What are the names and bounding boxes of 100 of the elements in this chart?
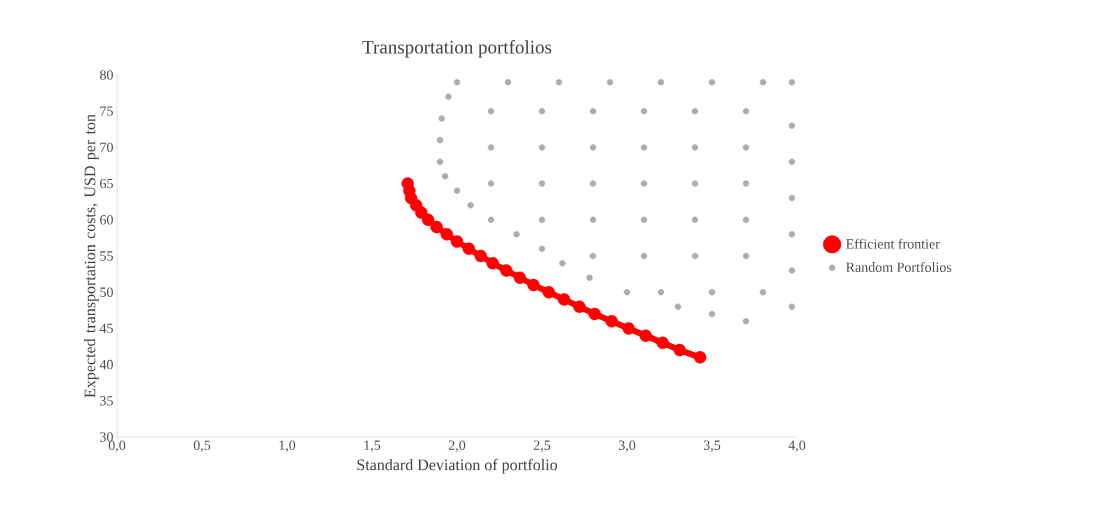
point — [438, 115, 445, 122]
point — [486, 257, 499, 270]
point — [527, 278, 540, 292]
point — [589, 144, 597, 151]
point — [462, 242, 476, 255]
point — [640, 180, 648, 187]
point — [538, 144, 546, 151]
point — [759, 79, 767, 86]
point — [586, 274, 593, 281]
x-tick-label: 2,0 — [448, 440, 466, 452]
point — [788, 231, 796, 238]
point — [555, 79, 563, 86]
point — [573, 300, 586, 313]
point — [538, 180, 546, 187]
point — [788, 267, 796, 274]
point — [445, 93, 452, 100]
point — [657, 288, 665, 296]
point — [487, 180, 495, 187]
point — [742, 216, 750, 223]
point — [788, 122, 796, 129]
point — [559, 260, 566, 267]
point — [742, 317, 750, 325]
point — [513, 231, 520, 238]
point — [440, 228, 453, 241]
point — [656, 336, 669, 350]
point — [589, 180, 597, 187]
point — [640, 144, 648, 151]
point — [657, 79, 665, 86]
point — [788, 303, 796, 310]
point — [436, 136, 444, 144]
point — [691, 180, 699, 187]
x-tick-label: 0,5 — [193, 440, 211, 452]
point — [487, 144, 495, 151]
point — [691, 252, 699, 260]
x-tick-label: 1,0 — [279, 440, 296, 452]
legend-label: Efficient frontier — [846, 238, 940, 249]
point — [589, 216, 597, 223]
x-tick-label: 3,5 — [703, 440, 721, 452]
point — [605, 314, 618, 328]
x-axis-title: Standard Deviation of portfolio — [357, 458, 558, 474]
y-tick-label: 50 — [100, 287, 113, 297]
y-tick-label: 75 — [100, 106, 113, 116]
y-tick-label: 40 — [99, 359, 113, 370]
point — [640, 252, 648, 260]
point — [474, 249, 487, 263]
chart-title: Transportation portfolios — [362, 40, 552, 58]
point — [708, 288, 716, 296]
point — [742, 144, 750, 151]
point — [487, 107, 495, 115]
point — [759, 288, 767, 296]
point — [640, 216, 648, 223]
point — [441, 173, 449, 180]
point — [430, 220, 443, 234]
point — [538, 216, 546, 223]
point — [742, 180, 750, 187]
point — [588, 307, 601, 321]
y-tick-label: 70 — [100, 142, 113, 153]
point — [589, 107, 597, 115]
point — [742, 107, 750, 115]
point — [538, 107, 546, 115]
x-tick-label: 1,5 — [364, 440, 381, 452]
point — [500, 264, 513, 277]
point — [589, 252, 597, 260]
point — [640, 107, 648, 115]
point — [691, 107, 699, 115]
y-tick-label: 65 — [100, 178, 113, 189]
point — [467, 202, 474, 209]
point — [691, 216, 699, 223]
point — [606, 79, 614, 86]
point — [708, 79, 716, 86]
point — [742, 252, 750, 260]
point — [538, 245, 546, 252]
y-tick-label: 80 — [100, 70, 113, 80]
y-tick-label: 35 — [100, 396, 113, 406]
point — [453, 79, 461, 86]
point — [673, 343, 686, 357]
point — [693, 351, 707, 364]
y-axis-title: Expected transportation costs, USD per ton — [84, 114, 99, 398]
point — [450, 235, 464, 248]
point — [487, 216, 495, 223]
x-tick-label: 3,0 — [618, 440, 636, 452]
x-tick-label: 4,0 — [788, 440, 806, 452]
point — [436, 158, 444, 166]
y-tick-label: 55 — [100, 251, 113, 261]
y-tick-label: 60 — [100, 215, 113, 225]
point — [788, 158, 796, 166]
x-tick-label: 0,0 — [108, 440, 126, 452]
point — [557, 293, 571, 306]
y-tick-label: 30 — [100, 432, 113, 442]
point — [639, 329, 652, 342]
point — [788, 194, 796, 202]
point — [622, 322, 635, 335]
point — [504, 79, 512, 86]
point — [542, 285, 555, 299]
y-tick-label: 45 — [99, 323, 113, 334]
point — [674, 303, 682, 310]
point — [623, 288, 631, 296]
point — [788, 79, 796, 86]
point — [513, 271, 527, 284]
point — [453, 187, 461, 195]
